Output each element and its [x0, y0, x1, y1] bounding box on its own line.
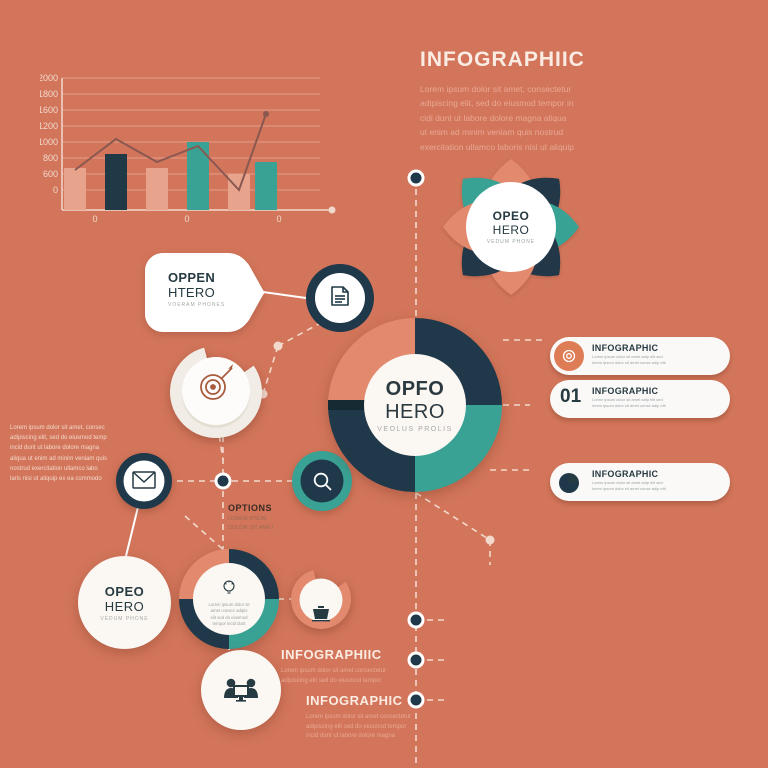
svg-text:0: 0 — [276, 214, 281, 224]
svg-text:600: 600 — [43, 169, 58, 179]
svg-text:0: 0 — [92, 214, 97, 224]
svg-text:2000: 2000 — [40, 73, 58, 83]
svg-text:0: 0 — [184, 214, 189, 224]
svg-text:1200: 1200 — [40, 121, 58, 131]
svg-text:800: 800 — [43, 153, 58, 163]
svg-text:1800: 1800 — [40, 89, 58, 99]
svg-text:1000: 1000 — [40, 137, 58, 147]
svg-text:1600: 1600 — [40, 105, 58, 115]
svg-text:0: 0 — [53, 185, 58, 195]
